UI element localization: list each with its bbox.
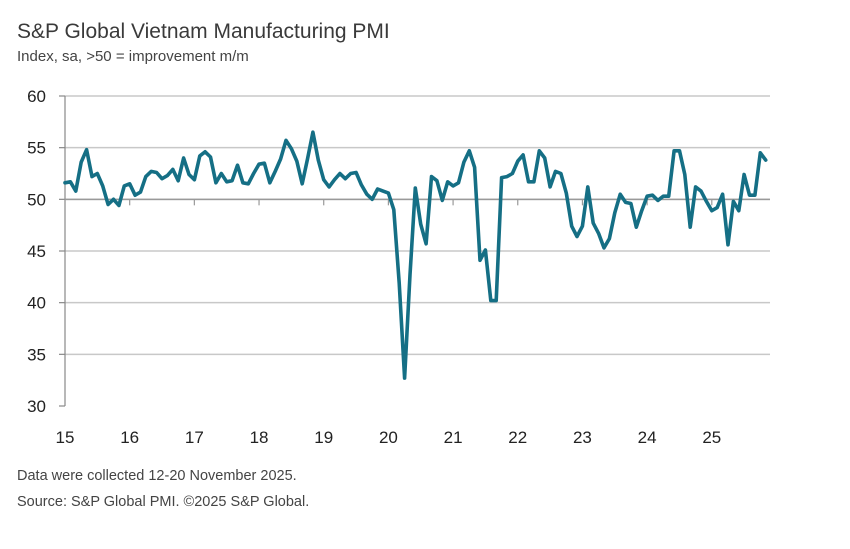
x-tick-label: 23 [573,428,592,447]
y-tick-label: 40 [27,294,46,313]
source-note: Source: S&P Global PMI. ©2025 S&P Global… [17,494,310,510]
x-tick-label: 21 [444,428,463,447]
pmi-series-line [63,130,768,380]
y-tick-label: 50 [27,190,46,209]
x-tick-label: 19 [314,428,333,447]
x-tick-label: 24 [638,428,657,447]
y-tick-label: 35 [27,345,46,364]
x-tick-label: 25 [702,428,721,447]
x-tick-label: 20 [379,428,398,447]
chart-subtitle: Index, sa, >50 = improvement m/m [17,48,249,65]
x-tick-label: 18 [250,428,269,447]
data-collection-note: Data were collected 12-20 November 2025. [17,468,297,484]
y-tick-label: 45 [27,242,46,261]
y-tick-label: 55 [27,139,46,158]
x-tick-label: 15 [56,428,75,447]
y-tick-label: 30 [27,397,46,416]
y-tick-label: 60 [27,87,46,106]
x-tick-label: 17 [185,428,204,447]
chart-title: S&P Global Vietnam Manufacturing PMI [17,20,390,43]
x-tick-label: 16 [120,428,139,447]
x-tick-label: 22 [508,428,527,447]
